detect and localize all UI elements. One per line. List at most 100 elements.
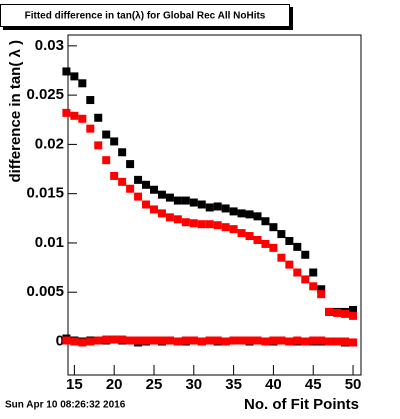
marker — [293, 242, 302, 251]
marker — [118, 335, 127, 344]
marker — [78, 79, 87, 88]
x-tick-label: 25 — [146, 376, 163, 393]
x-axis-label: No. of Fit Points — [244, 396, 359, 413]
y-tick-label: 0.005 — [26, 283, 64, 300]
marker — [205, 220, 214, 229]
marker — [189, 336, 198, 345]
marker — [229, 225, 238, 234]
marker — [189, 198, 198, 207]
marker — [197, 337, 206, 346]
marker — [110, 137, 119, 146]
marker — [325, 337, 334, 346]
marker — [221, 337, 230, 346]
marker — [349, 338, 358, 347]
marker — [237, 336, 246, 345]
marker — [102, 156, 111, 165]
marker — [229, 207, 238, 216]
marker — [62, 108, 71, 117]
marker — [181, 196, 190, 205]
marker — [301, 275, 310, 284]
marker — [118, 148, 127, 157]
marker — [110, 335, 119, 344]
marker — [349, 311, 358, 320]
y-tick-label: 0.01 — [35, 234, 64, 251]
marker — [118, 177, 127, 186]
x-tick-label: 50 — [345, 376, 362, 393]
marker — [309, 268, 318, 277]
marker — [134, 336, 143, 345]
marker — [333, 308, 342, 317]
marker — [197, 220, 206, 229]
marker — [277, 230, 286, 239]
marker — [269, 336, 278, 345]
marker — [157, 209, 166, 218]
marker — [261, 239, 270, 248]
y-tick-label: 0 — [56, 332, 64, 349]
marker — [78, 114, 87, 123]
marker — [253, 235, 262, 244]
marker — [317, 290, 326, 299]
marker — [62, 67, 71, 76]
marker — [70, 72, 79, 81]
marker — [181, 218, 190, 227]
marker — [102, 130, 111, 139]
marker — [142, 336, 151, 345]
x-tick-label: 20 — [106, 376, 123, 393]
marker — [221, 204, 230, 213]
marker — [341, 337, 350, 346]
x-tick-label: 40 — [265, 376, 282, 393]
marker — [173, 337, 182, 346]
marker — [285, 260, 294, 269]
marker — [277, 336, 286, 345]
marker — [62, 336, 71, 345]
marker — [94, 113, 103, 122]
marker — [269, 243, 278, 252]
marker — [277, 253, 286, 262]
timestamp: Sun Apr 10 08:26:32 2016 — [5, 400, 126, 411]
marker — [269, 223, 278, 232]
marker — [94, 141, 103, 150]
marker — [149, 185, 158, 194]
marker — [126, 336, 135, 345]
marker — [149, 205, 158, 214]
x-tick-label: 30 — [185, 376, 202, 393]
marker — [173, 215, 182, 224]
marker — [126, 160, 135, 169]
marker — [213, 336, 222, 345]
x-tick-label: 15 — [66, 376, 83, 393]
marker — [197, 200, 206, 209]
marker — [293, 336, 302, 345]
marker — [285, 236, 294, 245]
marker — [205, 203, 214, 212]
marker — [261, 337, 270, 346]
marker — [213, 202, 222, 211]
marker — [245, 336, 254, 345]
marker — [325, 307, 334, 316]
marker — [301, 250, 310, 259]
marker — [126, 184, 135, 193]
title-box — [0, 4, 290, 27]
marker — [301, 337, 310, 346]
y-tick-label: 0.025 — [26, 86, 64, 103]
marker — [309, 336, 318, 345]
marker — [229, 336, 238, 345]
marker — [253, 212, 262, 221]
marker — [317, 285, 326, 294]
x-tick-label: 35 — [225, 376, 242, 393]
marker — [78, 338, 87, 347]
chart-title: Fitted difference in tan(λ) for Global R… — [25, 11, 266, 22]
marker — [221, 223, 230, 232]
marker — [165, 193, 174, 202]
marker — [142, 200, 151, 209]
x-tick-label: 45 — [305, 376, 322, 393]
marker — [149, 336, 158, 345]
marker — [142, 180, 151, 189]
marker — [173, 196, 182, 205]
marker — [134, 175, 143, 184]
marker — [237, 229, 246, 238]
marker — [110, 171, 119, 180]
marker — [134, 192, 143, 201]
marker — [165, 213, 174, 222]
y-tick-label: 0.03 — [35, 37, 64, 54]
